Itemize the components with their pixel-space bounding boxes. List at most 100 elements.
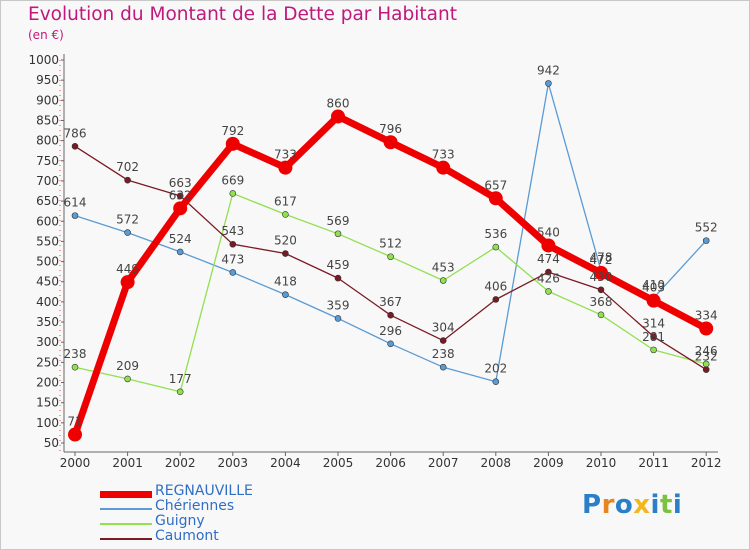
legend-swatch bbox=[100, 508, 152, 510]
data-point bbox=[650, 333, 657, 340]
legend-label: Caumont bbox=[155, 528, 219, 544]
data-point bbox=[439, 277, 447, 284]
data-point bbox=[488, 191, 503, 206]
x-tick-label: 2003 bbox=[218, 456, 249, 470]
y-tick-label: 200 bbox=[36, 376, 59, 390]
data-label: 663 bbox=[169, 176, 192, 190]
data-label: 520 bbox=[274, 234, 297, 248]
y-tick-label: 50 bbox=[44, 436, 59, 450]
data-label: 459 bbox=[327, 258, 350, 272]
logo-letter: t bbox=[659, 490, 673, 520]
data-label: 702 bbox=[116, 160, 139, 174]
data-point bbox=[439, 363, 447, 371]
chart-subtitle: (en €) bbox=[28, 28, 64, 42]
data-label: 232 bbox=[695, 350, 718, 364]
data-point bbox=[176, 388, 184, 396]
x-tick-label: 2008 bbox=[481, 456, 512, 470]
legend-swatch bbox=[100, 523, 152, 525]
y-tick-label: 850 bbox=[36, 113, 59, 127]
data-label: 453 bbox=[432, 261, 455, 275]
data-point bbox=[124, 176, 131, 184]
data-label: 860 bbox=[327, 96, 350, 110]
y-tick-label: 650 bbox=[36, 194, 59, 208]
data-label: 177 bbox=[169, 372, 192, 386]
data-point bbox=[541, 238, 556, 253]
logo-letter: r bbox=[601, 490, 615, 520]
data-point bbox=[545, 288, 552, 295]
logo-letter: i bbox=[672, 490, 683, 520]
data-label: 472 bbox=[590, 253, 613, 267]
data-point bbox=[331, 109, 345, 124]
legend-item: Chériennes bbox=[100, 498, 300, 517]
data-point bbox=[545, 80, 552, 87]
data-label: 617 bbox=[274, 194, 297, 208]
data-point bbox=[173, 201, 188, 216]
x-tick-label: 2010 bbox=[586, 456, 617, 470]
legend-swatch bbox=[100, 490, 152, 498]
legend-label: Guigny bbox=[155, 513, 205, 529]
data-label: 572 bbox=[116, 213, 139, 227]
data-point bbox=[439, 337, 447, 344]
data-label: 478 bbox=[590, 250, 613, 264]
y-tick-label: 950 bbox=[36, 73, 59, 87]
y-tick-label: 550 bbox=[36, 234, 59, 248]
data-point bbox=[597, 286, 605, 294]
x-tick-label: 2001 bbox=[112, 456, 143, 470]
data-point bbox=[124, 375, 131, 383]
data-point bbox=[436, 160, 451, 175]
data-point bbox=[699, 321, 714, 336]
data-label: 536 bbox=[484, 227, 507, 241]
data-label: 614 bbox=[64, 196, 87, 210]
data-point bbox=[387, 311, 394, 319]
x-tick-label: 2011 bbox=[638, 456, 669, 470]
data-point bbox=[71, 363, 79, 371]
data-label: 368 bbox=[590, 295, 613, 309]
data-point bbox=[71, 212, 79, 219]
x-tick-label: 2009 bbox=[533, 456, 564, 470]
data-label: 543 bbox=[221, 224, 244, 238]
x-tick-label: 2007 bbox=[428, 456, 459, 470]
data-point bbox=[68, 427, 82, 442]
legend-label: REGNAUVILLE bbox=[155, 483, 253, 499]
data-label: 792 bbox=[221, 124, 244, 138]
data-point bbox=[229, 269, 237, 276]
chart-title: Evolution du Montant de la Dette par Hab… bbox=[28, 4, 457, 25]
y-tick-label: 300 bbox=[36, 335, 59, 349]
data-point bbox=[282, 211, 289, 218]
logo-letter: x bbox=[633, 490, 651, 520]
data-label: 796 bbox=[379, 122, 402, 136]
legend-item: Caumont bbox=[100, 528, 300, 547]
y-tick-label: 400 bbox=[36, 295, 59, 309]
y-tick-label: 1000 bbox=[28, 53, 59, 67]
data-point bbox=[492, 296, 500, 303]
data-point bbox=[387, 253, 394, 261]
y-tick-label: 250 bbox=[36, 355, 59, 369]
data-label: 473 bbox=[221, 252, 244, 266]
data-label: 786 bbox=[64, 126, 87, 140]
x-tick-label: 2002 bbox=[165, 456, 196, 470]
logo-letter: P bbox=[582, 490, 602, 520]
data-label: 202 bbox=[484, 362, 507, 376]
data-label: 430 bbox=[590, 270, 613, 284]
data-point bbox=[646, 293, 661, 308]
legend-item: Guigny bbox=[100, 513, 300, 532]
data-label: 552 bbox=[695, 221, 718, 235]
data-label: 410 bbox=[642, 278, 665, 292]
data-label: 512 bbox=[379, 237, 402, 251]
data-label: 426 bbox=[537, 271, 560, 285]
data-label: 238 bbox=[432, 347, 455, 361]
data-point bbox=[597, 311, 605, 319]
data-label: 209 bbox=[116, 359, 139, 373]
data-point bbox=[71, 142, 79, 150]
proxiti-logo: Proxiti bbox=[582, 490, 682, 520]
data-point bbox=[492, 378, 500, 386]
data-label: 449 bbox=[116, 262, 139, 276]
y-tick-label: 600 bbox=[36, 214, 59, 228]
y-tick-label: 150 bbox=[36, 396, 59, 410]
data-label: 418 bbox=[274, 275, 297, 289]
data-point bbox=[334, 315, 342, 322]
legend-label: Chériennes bbox=[155, 498, 235, 514]
data-point bbox=[492, 243, 500, 251]
